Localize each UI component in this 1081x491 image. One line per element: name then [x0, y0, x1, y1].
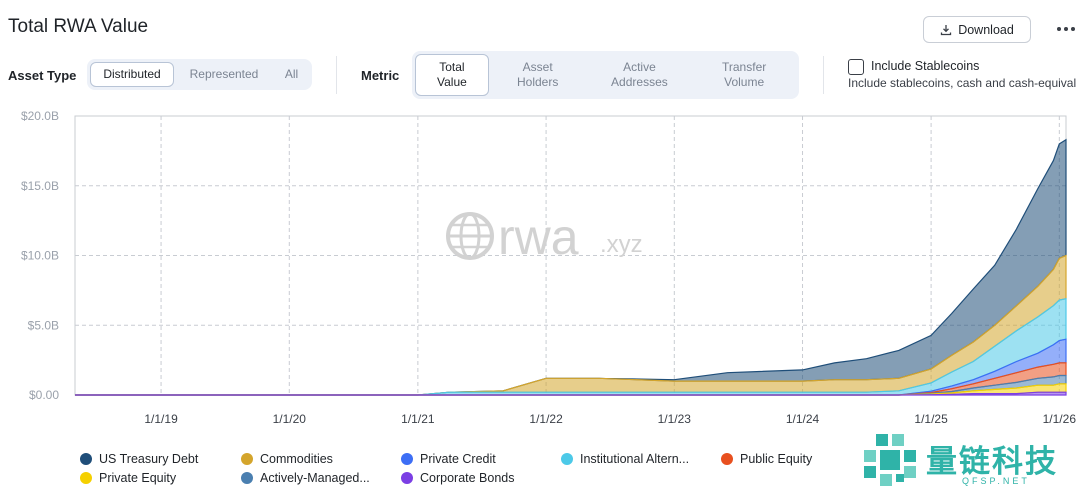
legend-label: Institutional Altern... [580, 452, 690, 466]
brand-name: 量链科技 [926, 444, 1058, 480]
area-series [75, 391, 1067, 396]
more-options-button[interactable] [1054, 20, 1078, 38]
legend-swatch [561, 453, 573, 465]
legend-label: Corporate Bonds [420, 471, 515, 485]
metric-line1: Transfer [722, 60, 767, 74]
area-layer [75, 138, 1067, 396]
y-tick-label: $20.0B [21, 109, 59, 123]
axes: $20.0B $15.0B $10.0B $5.0B $0.00 1/1/19 1/1/20… [21, 109, 1076, 426]
x-tick-label: 1/1/20 [273, 412, 307, 426]
legend-swatch [80, 453, 92, 465]
x-tick-label: 1/1/19 [144, 412, 178, 426]
legend-swatch [401, 453, 413, 465]
metric-asset-holders[interactable]: Asset Holders [489, 54, 587, 96]
legend-item-public-equity[interactable]: Public Equity [721, 452, 812, 466]
area-series [75, 138, 1067, 396]
metric-total-value[interactable]: Total Value [415, 54, 489, 96]
x-tick-label: 1/1/25 [914, 412, 948, 426]
x-tick-label: 1/1/24 [786, 412, 820, 426]
legend-item-commodities[interactable]: Commodities [241, 452, 333, 466]
y-tick-label: $0.00 [29, 388, 59, 402]
metric-transfer-volume[interactable]: Transfer Volume [692, 54, 796, 96]
legend-item-corporate-bonds[interactable]: Corporate Bonds [401, 471, 515, 485]
asset-type-label: Asset Type [8, 68, 77, 83]
watermark: rwa .xyz [446, 209, 643, 265]
legend-label: US Treasury Debt [99, 452, 199, 466]
legend-label: Public Equity [740, 452, 813, 466]
y-tick-label: $15.0B [21, 179, 59, 193]
asset-type-distributed[interactable]: Distributed [90, 62, 174, 87]
metric-line2: Addresses [611, 75, 668, 89]
divider [336, 56, 337, 94]
stablecoins-checkbox[interactable] [848, 59, 864, 75]
legend-label: Private Equity [99, 471, 177, 485]
brand-mark-icon [864, 434, 916, 486]
legend-item-actively-managed[interactable]: Actively-Managed... [241, 471, 370, 485]
brand-logo: 量链科技 QFSP.NET [862, 432, 1081, 491]
dot-icon [1071, 27, 1075, 31]
stablecoins-label: Include Stablecoins [871, 59, 980, 73]
globe-icon [446, 212, 494, 260]
brand-subtitle: QFSP.NET [962, 476, 1030, 486]
x-tick-label: 1/1/23 [658, 412, 692, 426]
legend-swatch [401, 472, 413, 484]
download-label: Download [958, 22, 1014, 37]
legend-swatch [80, 472, 92, 484]
stablecoins-description: Include stablecoins, cash and cash-equiv… [848, 76, 1077, 90]
legend-swatch [241, 472, 253, 484]
legend-swatch [721, 453, 733, 465]
asset-type-represented[interactable]: Represented [189, 67, 259, 81]
divider [823, 56, 824, 94]
asset-type-all[interactable]: All [284, 67, 299, 81]
metric-selector: Total Value Asset Holders Active Address… [412, 51, 799, 99]
page-title: Total RWA Value [8, 16, 149, 37]
y-tick-label: $5.0B [28, 318, 59, 332]
metric-line1: Active [623, 60, 656, 74]
metric-label: Metric [361, 68, 400, 83]
x-tick-label: 1/1/26 [1043, 412, 1077, 426]
dot-icon [1057, 27, 1061, 31]
legend-item-institutional[interactable]: Institutional Altern... [561, 452, 689, 466]
x-tick-label: 1/1/22 [529, 412, 563, 426]
legend-label: Commodities [260, 452, 333, 466]
x-tick-label: 1/1/21 [401, 412, 435, 426]
metric-line1: Total [439, 60, 465, 74]
dot-icon [1064, 27, 1068, 31]
legend-label: Private Credit [420, 452, 496, 466]
legend-label: Actively-Managed... [260, 471, 370, 485]
legend-item-us-treasury[interactable]: US Treasury Debt [80, 452, 198, 466]
metric-line1: Asset [522, 60, 553, 74]
download-button[interactable]: Download [923, 16, 1031, 43]
metric-line2: Value [437, 75, 467, 89]
legend-swatch [241, 453, 253, 465]
watermark-suffix: .xyz [600, 231, 643, 258]
asset-type-selector: Distributed Represented All [87, 59, 312, 90]
metric-line2: Holders [517, 75, 559, 89]
download-icon [941, 24, 952, 35]
legend-item-private-credit[interactable]: Private Credit [401, 452, 496, 466]
legend-item-private-equity[interactable]: Private Equity [80, 471, 176, 485]
watermark-text: rwa [498, 209, 579, 265]
metric-active-addresses[interactable]: Active Addresses [587, 54, 693, 96]
metric-line2: Volume [724, 75, 765, 89]
y-tick-label: $10.0B [21, 249, 59, 263]
rwa-value-chart: rwa .xyz $20.0B $15.0B $10.0B $5.0B $0.00 1/1… [21, 109, 1076, 426]
